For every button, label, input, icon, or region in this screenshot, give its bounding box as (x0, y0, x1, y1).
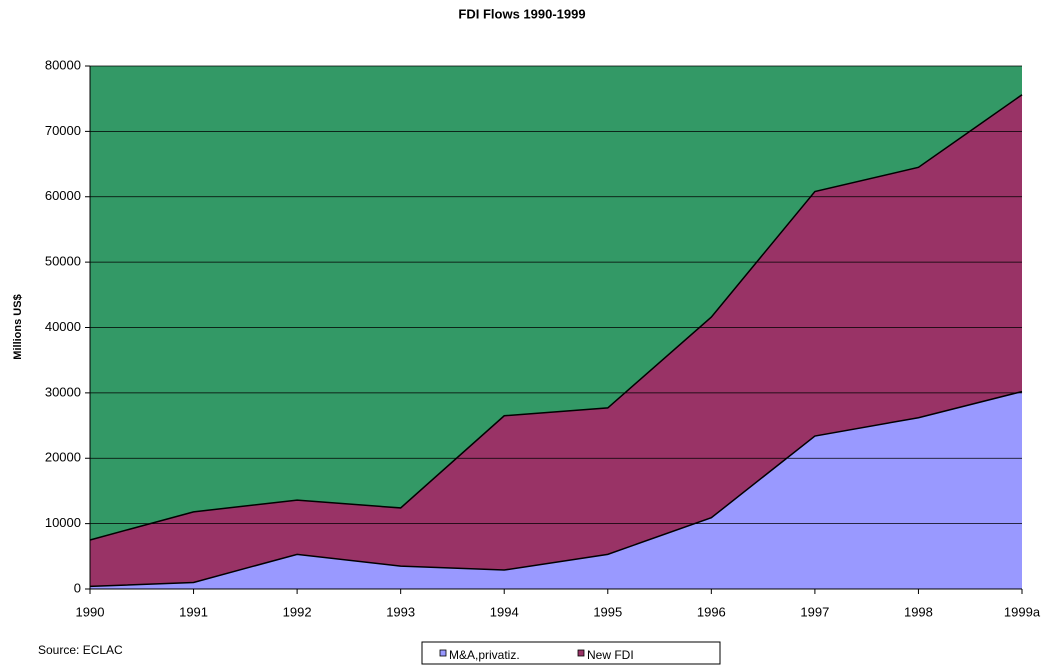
y-tick-label: 40000 (45, 319, 81, 334)
y-tick-label: 0 (74, 580, 81, 595)
x-tick-label: 1995 (593, 604, 622, 619)
y-tick-label: 70000 (45, 123, 81, 138)
x-tick-label: 1996 (697, 604, 726, 619)
y-tick-label: 80000 (45, 57, 81, 72)
area (90, 94, 1022, 587)
legend-swatch (577, 649, 585, 657)
area-outline (89, 390, 1023, 588)
area-outline (89, 94, 1023, 541)
x-tick-label: 1999a (1004, 604, 1041, 619)
y-axis-title: Millions US$ (12, 294, 24, 359)
y-tick-label: 10000 (45, 515, 81, 530)
x-tick-label: 1991 (179, 604, 208, 619)
chart-title: FDI Flows 1990-1999 (458, 6, 585, 21)
x-tick-label: 1992 (283, 604, 312, 619)
legend-swatch (439, 649, 447, 657)
y-tick-label: 60000 (45, 188, 81, 203)
x-tick-label: 1998 (904, 604, 933, 619)
area (90, 391, 1022, 589)
legend-label: M&A,privatiz. (449, 648, 520, 662)
x-tick-label: 1993 (386, 604, 415, 619)
source-note: Source: ECLAC (38, 643, 123, 657)
x-tick-label: 1994 (490, 604, 519, 619)
x-tick-label: 1997 (800, 604, 829, 619)
legend-box (421, 641, 721, 665)
x-tick-label: 1990 (76, 604, 105, 619)
legend-label: New FDI (587, 648, 634, 662)
y-tick-label: 20000 (45, 450, 81, 465)
y-tick-label: 30000 (45, 384, 81, 399)
y-tick-label: 50000 (45, 254, 81, 269)
